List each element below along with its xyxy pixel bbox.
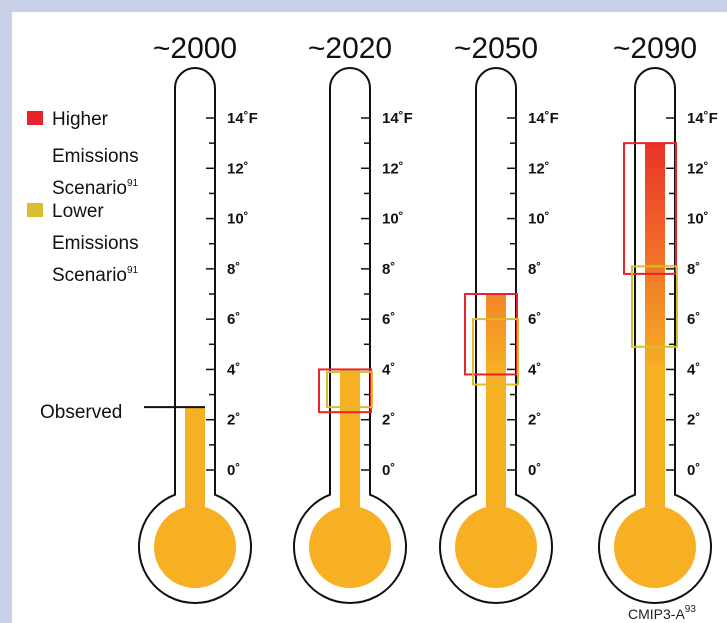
tick-label: 14˚F — [227, 110, 258, 127]
year-label: ~2020 — [308, 32, 392, 65]
year-label: ~2090 — [613, 32, 697, 65]
thermometer-2020: 0˚ 2˚ 4˚ 6˚ 8˚ 10˚ 12˚ 14˚F ~2020 — [294, 32, 413, 603]
tick-label: 8˚ — [528, 261, 541, 278]
tick-label: 0˚ — [382, 462, 395, 479]
mercury-column — [340, 369, 360, 527]
thermometer-2090: 0˚ 2˚ 4˚ 6˚ 8˚ 10˚ 12˚ 14˚F ~2090 — [599, 32, 718, 603]
tick-label: 14˚F — [528, 110, 559, 127]
tick-label: 4˚ — [528, 361, 541, 378]
tick-label: 12˚ — [382, 160, 404, 177]
tick-label: 8˚ — [382, 261, 395, 278]
tick-label: 4˚ — [382, 361, 395, 378]
tick-label: 0˚ — [227, 462, 240, 479]
tick-label: 2˚ — [227, 412, 240, 429]
tick-label: 2˚ — [687, 412, 700, 429]
thermometer-chart: 0˚ 2˚ 4˚ 6˚ 8˚ 10˚ 12˚ 14˚F ~2000 0˚ 2˚ 4˚ 6˚ 8˚ 10˚ 12… — [12, 12, 727, 623]
tick-label: 4˚ — [687, 361, 700, 378]
tick-label: 0˚ — [528, 462, 541, 479]
tick-label: 12˚ — [528, 160, 550, 177]
legend-swatch-lower — [27, 203, 43, 217]
tick-label: 8˚ — [227, 261, 240, 278]
tick-label: 14˚F — [687, 110, 718, 127]
mercury-column — [185, 407, 205, 527]
tick-label: 10˚ — [227, 211, 249, 228]
tick-label: 6˚ — [687, 311, 700, 328]
tick-label: 6˚ — [227, 311, 240, 328]
mercury-column — [486, 294, 506, 527]
legend-lower-line3: Scenario91 — [52, 265, 139, 286]
legend-higher-line3: Scenario91 — [52, 178, 139, 199]
tick-label: 8˚ — [687, 261, 700, 278]
legend-higher-line2: Emissions — [52, 146, 139, 167]
mercury-column — [645, 143, 665, 527]
year-label: ~2000 — [153, 32, 237, 65]
figure-panel: 0˚ 2˚ 4˚ 6˚ 8˚ 10˚ 12˚ 14˚F ~2000 0˚ 2˚ 4˚ 6˚ 8˚ 10˚ 12… — [12, 12, 727, 623]
tick-label: 14˚F — [382, 110, 413, 127]
tick-label: 4˚ — [227, 361, 240, 378]
tick-label: 10˚ — [687, 211, 709, 228]
legend-lower-line2: Emissions — [52, 233, 139, 254]
tick-label: 2˚ — [382, 412, 395, 429]
legend: Higher Emissions Scenario91 Lower Emissi… — [27, 109, 139, 286]
observed-label: Observed — [40, 402, 122, 423]
legend-higher-line1: Higher — [52, 109, 109, 130]
thermometer-2000: 0˚ 2˚ 4˚ 6˚ 8˚ 10˚ 12˚ 14˚F ~2000 — [139, 32, 258, 603]
thermometer-2050: 0˚ 2˚ 4˚ 6˚ 8˚ 10˚ 12˚ 14˚F ~2050 — [440, 32, 559, 603]
tick-label: 10˚ — [528, 211, 550, 228]
tick-label: 6˚ — [528, 311, 541, 328]
tick-label: 2˚ — [528, 412, 541, 429]
year-label: ~2050 — [454, 32, 538, 65]
source-label: CMIP3-A93 — [628, 604, 696, 622]
tick-label: 12˚ — [687, 160, 709, 177]
legend-swatch-higher — [27, 111, 43, 125]
tick-label: 6˚ — [382, 311, 395, 328]
tick-label: 0˚ — [687, 462, 700, 479]
legend-lower-line1: Lower — [52, 201, 104, 222]
tick-label: 12˚ — [227, 160, 249, 177]
tick-label: 10˚ — [382, 211, 404, 228]
